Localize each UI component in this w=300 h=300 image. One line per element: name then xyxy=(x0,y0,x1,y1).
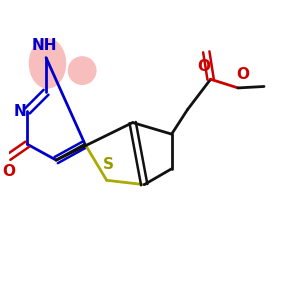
Text: O: O xyxy=(2,164,15,179)
Circle shape xyxy=(68,56,97,85)
Text: S: S xyxy=(103,157,114,172)
Text: N: N xyxy=(14,103,26,118)
Text: NH: NH xyxy=(32,38,57,53)
Text: O: O xyxy=(197,59,210,74)
Ellipse shape xyxy=(29,38,66,89)
Text: O: O xyxy=(236,67,249,82)
